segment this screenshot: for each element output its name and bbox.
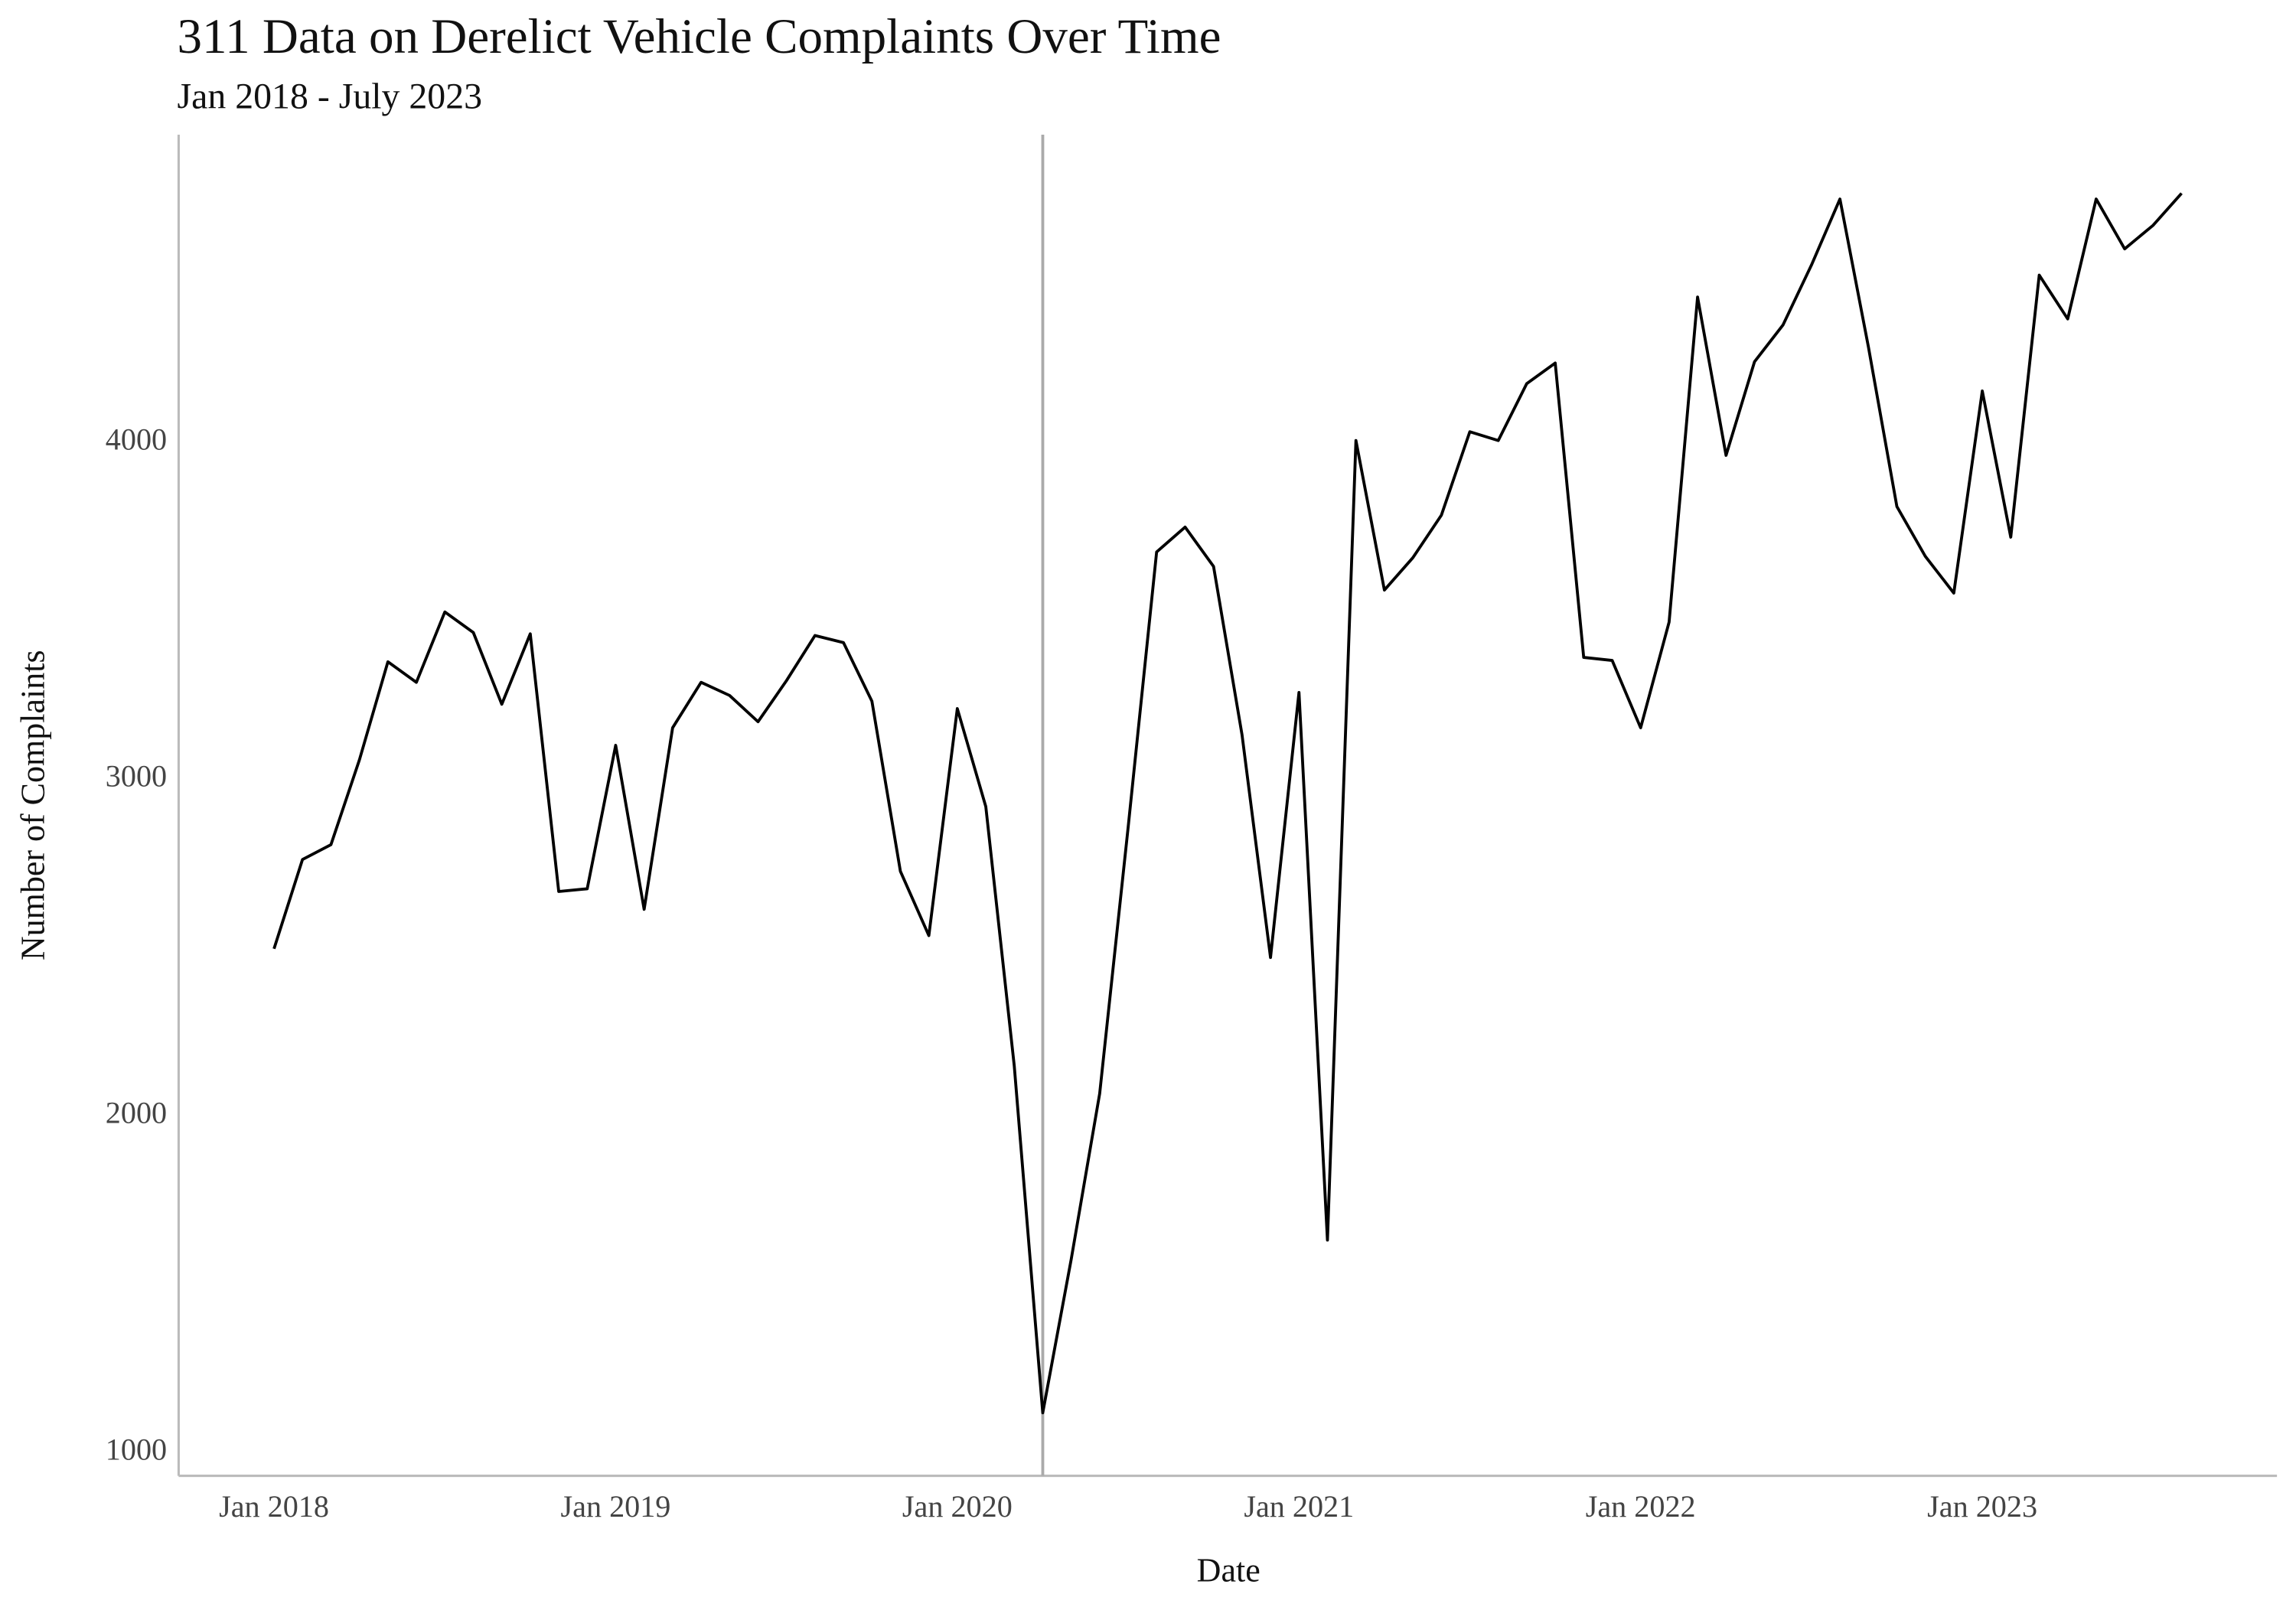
y-tick-label: 4000 — [106, 422, 167, 456]
x-tick-label: Jan 2022 — [1586, 1489, 1696, 1524]
x-tick-label: Jan 2023 — [1927, 1489, 2037, 1524]
y-tick-label: 3000 — [106, 758, 167, 793]
x-tick-label: Jan 2019 — [561, 1489, 671, 1524]
y-tick-label: 1000 — [106, 1433, 167, 1467]
chart-subtitle: Jan 2018 - July 2023 — [178, 77, 483, 117]
chart-title: 311 Data on Derelict Vehicle Complaints … — [178, 9, 1221, 64]
x-tick-label: Jan 2018 — [219, 1489, 329, 1524]
x-tick-label: Jan 2021 — [1244, 1489, 1354, 1524]
y-tick-label: 2000 — [106, 1096, 167, 1130]
y-axis-title: Number of Complaints — [14, 650, 51, 960]
x-tick-label: Jan 2020 — [902, 1489, 1013, 1524]
x-axis-title: Date — [1197, 1551, 1261, 1589]
data-line — [272, 192, 2183, 1415]
